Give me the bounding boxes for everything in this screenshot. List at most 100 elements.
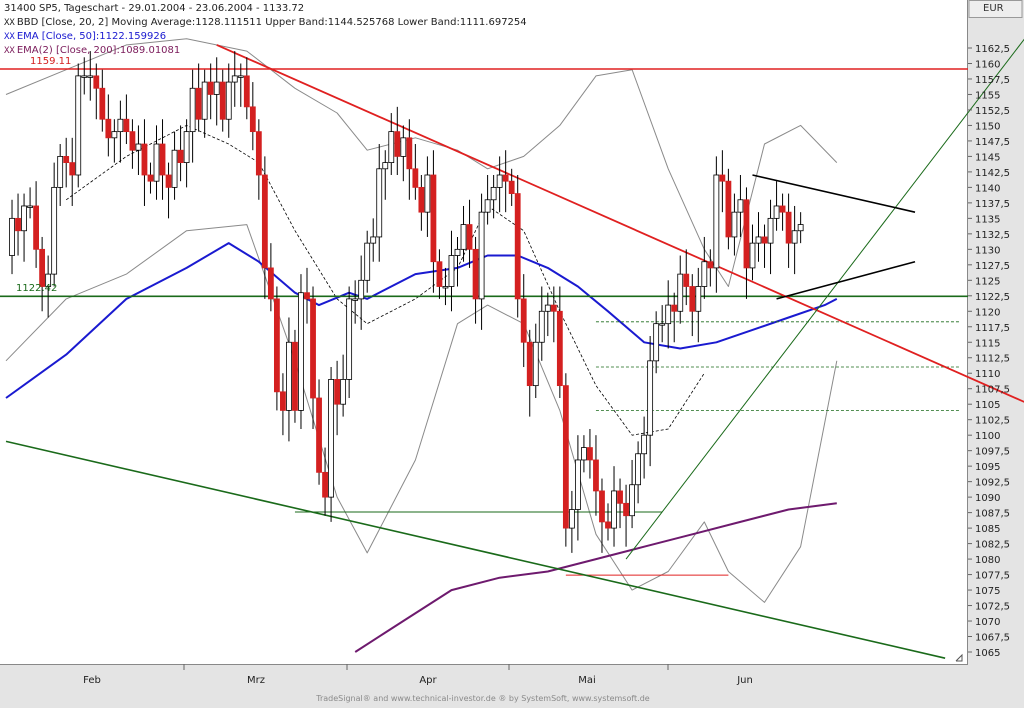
candle-up xyxy=(237,75,244,78)
y-tick-label: 1160 xyxy=(975,59,1000,70)
y-tick-label: 1090 xyxy=(975,493,1000,504)
candle-down xyxy=(63,156,70,164)
y-tick-label: 1075 xyxy=(975,586,1000,597)
candle-down xyxy=(93,75,100,89)
candle-up xyxy=(87,75,94,78)
legend-ema50: XX EMA [Close, 50]:1122.159926 xyxy=(4,31,166,43)
y-tick-label: 1095 xyxy=(975,462,1000,473)
candle-up xyxy=(538,310,545,343)
time-axis-panel xyxy=(0,664,968,696)
remove-icon[interactable]: XX xyxy=(4,46,15,56)
x-tick-label: Mrz xyxy=(247,675,265,686)
candle-down xyxy=(292,341,298,411)
y-tick-label: 1120 xyxy=(975,307,1000,318)
candle-down xyxy=(593,459,599,492)
y-tick-label: 1155 xyxy=(975,90,1000,101)
candle-down xyxy=(617,490,623,504)
candle-down xyxy=(147,174,154,182)
candle-up xyxy=(568,509,575,529)
candle-down xyxy=(514,193,521,300)
y-tick-label: 1145 xyxy=(975,152,1000,163)
y-tick-label: 1100 xyxy=(975,431,1000,442)
series-moving-average xyxy=(65,125,705,436)
trendline-triangle-lower xyxy=(776,260,916,300)
candle-down xyxy=(310,298,316,399)
candle-down xyxy=(406,137,413,170)
candle-up xyxy=(231,75,238,83)
candle-down xyxy=(508,180,515,194)
candle-down xyxy=(255,131,262,176)
legend-ema200: XX EMA(2) [Close, 200]:1089.01081 xyxy=(4,45,180,57)
y-tick-label: 1122,5 xyxy=(975,292,1010,303)
candle-up xyxy=(454,248,461,256)
legend-bollinger-label: BBD [Close, 20, 2] Moving Average:1128.1… xyxy=(16,17,527,28)
candle-down xyxy=(304,292,310,300)
candle-up xyxy=(75,75,82,176)
candle-up xyxy=(635,453,641,486)
y-tick-label: 1115 xyxy=(975,338,1000,349)
y-tick-label: 1112,5 xyxy=(975,354,1010,365)
candle-up xyxy=(376,168,383,238)
candle-down xyxy=(430,174,437,263)
y-tick-label: 1130 xyxy=(975,245,1000,256)
candle-up xyxy=(665,304,672,325)
y-tick-label: 1142,5 xyxy=(975,168,1010,179)
candle-down xyxy=(195,87,202,120)
series-ema-200 xyxy=(354,502,837,653)
y-tick-label: 1102,5 xyxy=(975,416,1010,427)
candle-up xyxy=(388,131,395,164)
y-tick-label: 1107,5 xyxy=(975,385,1010,396)
candle-down xyxy=(671,304,678,312)
legend-ema50-label: EMA [Close, 50]:1122.159926 xyxy=(16,31,167,42)
candle-up xyxy=(328,379,334,498)
candle-down xyxy=(69,162,76,176)
candle-down xyxy=(105,118,112,139)
candle-down xyxy=(123,118,130,133)
remove-icon[interactable]: XX xyxy=(4,32,15,42)
x-tick-label: Jun xyxy=(736,675,753,686)
remove-icon[interactable]: XX xyxy=(4,18,15,28)
candle-up xyxy=(225,81,232,120)
candle-down xyxy=(207,81,214,95)
candle-up xyxy=(490,186,497,201)
candle-up xyxy=(496,174,503,188)
y-tick-label: 1150 xyxy=(975,121,1000,132)
resize-grip-icon[interactable] xyxy=(955,653,963,662)
candle-down xyxy=(15,217,21,232)
trendline-red-downtrend xyxy=(216,44,1024,403)
candle-up xyxy=(695,286,702,312)
footer-credit: TradeSignal® and www.technical-investor.… xyxy=(316,694,650,703)
candle-up xyxy=(713,174,720,269)
candle-down xyxy=(466,224,473,250)
y-tick-label: 1137,5 xyxy=(975,199,1010,210)
y-tick-label: 1097,5 xyxy=(975,447,1010,458)
legend-bollinger: XX BBD [Close, 20, 2] Moving Average:1128… xyxy=(4,17,527,29)
candle-down xyxy=(316,397,322,473)
candle-up xyxy=(478,211,485,300)
candle-down xyxy=(587,447,593,461)
footer-bar xyxy=(0,696,1024,708)
x-tick-label: Apr xyxy=(419,675,437,686)
y-tick-label: 1117,5 xyxy=(975,323,1010,334)
candle-up xyxy=(340,379,347,405)
candle-up xyxy=(286,341,292,411)
candle-up xyxy=(171,149,178,188)
candle-up xyxy=(298,292,304,411)
y-tick-label: 1072,5 xyxy=(975,602,1010,613)
y-tick-label: 1110 xyxy=(975,369,1000,380)
candle-down xyxy=(418,186,425,213)
candle-up xyxy=(659,323,666,326)
candle-up xyxy=(653,323,660,362)
candle-up xyxy=(183,131,190,164)
candle-up xyxy=(629,484,635,517)
candle-down xyxy=(599,490,605,523)
series-bbd-lower-band xyxy=(5,224,838,603)
candle-up xyxy=(57,156,64,188)
candle-down xyxy=(273,298,280,393)
candle-up xyxy=(9,217,15,256)
candle-down xyxy=(249,106,256,133)
candle-up xyxy=(442,286,449,289)
trendline-green-uptrend xyxy=(625,38,1024,560)
